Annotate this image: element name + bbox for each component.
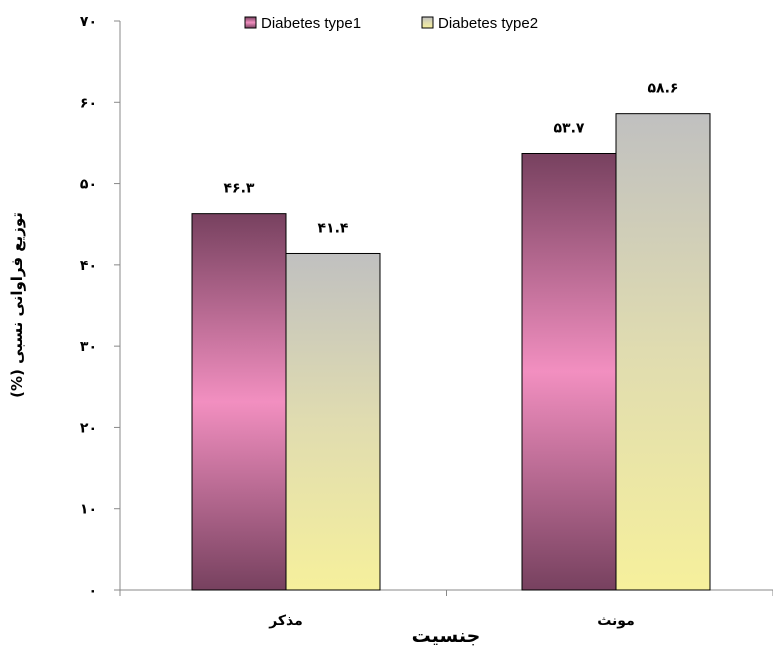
x-axis-label: جنسیت <box>412 625 481 647</box>
data-label: ۴۶.۳ <box>224 181 255 197</box>
y-axis-label: توزیع فراوانی نسبی (%) <box>8 212 26 398</box>
x-tick-label: مونث <box>597 613 635 629</box>
legend-swatch-type1 <box>244 16 257 29</box>
bar-series1-male <box>191 213 287 591</box>
bars <box>191 113 711 591</box>
data-label: ۵۳.۷ <box>554 120 585 136</box>
bar-series1-female <box>521 152 617 591</box>
x-tick-label: مذکر <box>268 613 303 629</box>
legend-label-type1: Diabetes type1 <box>261 15 361 32</box>
bar-series2-male <box>285 252 381 591</box>
bar-series2-female <box>615 113 711 591</box>
y-tick-label: ۵۰ <box>80 177 97 193</box>
data-label: ۴۱.۴ <box>318 220 349 236</box>
y-tick-label: ۷۰ <box>80 14 97 30</box>
y-tick-label: ۳۰ <box>80 339 97 355</box>
legend-swatch-type2 <box>421 16 434 29</box>
legend-label-type2: Diabetes type2 <box>438 15 538 32</box>
data-label: ۵۸.۶ <box>648 81 679 97</box>
y-tick-label: ۱۰ <box>80 502 97 518</box>
y-tick-label: ۶۰ <box>80 95 97 111</box>
value-labels: ۴۶.۳ ۴۱.۴ ۵۳.۷ ۵۸.۶ <box>224 81 679 237</box>
y-tick-label: ۲۰ <box>80 420 97 436</box>
legend: Diabetes type1 Diabetes type2 <box>244 15 538 32</box>
y-tick-label: ۴۰ <box>80 258 97 274</box>
y-tick-label: ۰ <box>88 583 97 599</box>
axes: ۰ ۱۰ ۲۰ ۳۰ ۴۰ ۵۰ ۶۰ ۷۰ مذکر مونث <box>80 14 773 629</box>
